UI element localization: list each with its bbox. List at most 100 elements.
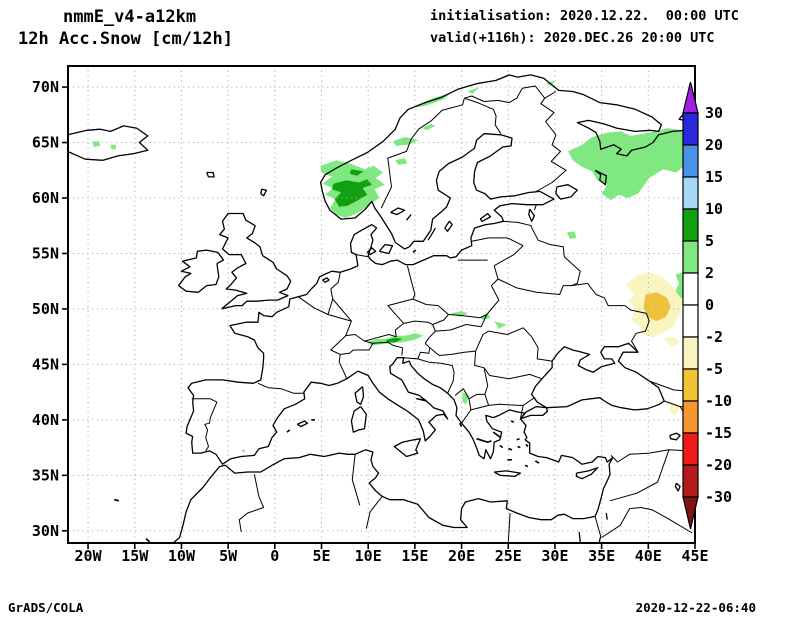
- country-border: [191, 398, 218, 452]
- country-border: [475, 330, 489, 352]
- lon-tick-label: 10W: [168, 547, 196, 565]
- coastline: [479, 212, 492, 222]
- country-border: [412, 298, 449, 315]
- colorbar-label: -15: [705, 424, 732, 442]
- lon-tick-label: 35E: [588, 547, 615, 565]
- snow-patch-dark-green: [349, 169, 364, 176]
- coastline: [605, 512, 608, 520]
- grads-credit: GrADS/COLA: [8, 600, 84, 615]
- colorbar-segment: [682, 272, 699, 306]
- coastline: [366, 247, 377, 256]
- colorbar-label: 10: [705, 200, 723, 218]
- country-border: [432, 314, 449, 325]
- coastline: [493, 470, 522, 478]
- country-border: [474, 351, 485, 369]
- country-border: [544, 91, 557, 99]
- colorbar-cap-bottom: [682, 496, 699, 530]
- island-speck: [508, 447, 513, 451]
- coastline: [669, 432, 681, 441]
- snow-patch-light-green: [494, 321, 507, 329]
- colorbar-label: -2: [705, 328, 723, 346]
- snow-patch-light-green: [568, 126, 695, 201]
- island-speck: [524, 464, 529, 468]
- lat-tick-label: 65N: [32, 134, 59, 152]
- country-border: [424, 342, 476, 356]
- country-border: [338, 354, 348, 379]
- country-border: [332, 298, 352, 336]
- coastline: [390, 207, 406, 216]
- lat-tick-label: 50N: [32, 300, 59, 318]
- country-border: [594, 516, 602, 537]
- colorbar-label: 15: [705, 168, 723, 186]
- country-border: [403, 320, 433, 325]
- snow-patch-gold: [643, 292, 671, 322]
- coastline: [296, 420, 309, 428]
- country-border: [403, 347, 431, 360]
- snow-patch-light-green: [110, 144, 117, 150]
- valid-time-label: valid(+116h): 2020.DEC.26 20:00 UTC: [430, 30, 715, 46]
- coastline: [674, 482, 681, 492]
- coastline: [530, 342, 665, 411]
- country-border: [424, 330, 436, 344]
- country-border: [327, 314, 352, 322]
- country-border: [464, 97, 502, 134]
- product-title: 12h Acc.Snow [cm/12h]: [18, 29, 233, 49]
- country-border: [365, 496, 383, 529]
- country-border: [636, 449, 670, 494]
- country-border: [488, 327, 532, 338]
- country-border: [609, 492, 638, 502]
- coastline: [206, 171, 215, 178]
- snow-patch-light-green: [92, 141, 101, 147]
- colorbar-label: 30: [705, 104, 723, 122]
- lat-tick-label: 30N: [32, 522, 59, 540]
- country-border: [471, 237, 524, 247]
- coastline: [354, 386, 365, 405]
- coastline: [172, 418, 614, 543]
- country-border: [464, 85, 546, 104]
- colorbar-segment: [682, 400, 699, 434]
- lon-tick-label: 5E: [312, 547, 330, 565]
- island-speck: [510, 420, 515, 423]
- country-border: [448, 314, 488, 319]
- lat-tick-label: 35N: [32, 466, 59, 484]
- country-border: [297, 272, 341, 315]
- island-speck: [145, 538, 151, 543]
- country-border: [387, 298, 414, 324]
- colorbar-label: 0: [705, 296, 714, 314]
- colorbar-label: -20: [705, 456, 732, 474]
- country-border: [372, 341, 403, 349]
- init-time-label: initialisation: 2020.12.22. 00:00 UTC: [430, 8, 739, 24]
- colorbar-label: 5: [705, 232, 714, 250]
- country-border: [364, 323, 405, 342]
- country-border: [257, 382, 305, 394]
- country-border: [432, 324, 436, 332]
- country-border: [483, 367, 543, 380]
- country-border: [507, 512, 511, 542]
- snow-patch-light-green: [392, 137, 419, 146]
- country-border: [435, 324, 482, 332]
- country-border: [454, 388, 470, 400]
- country-border: [534, 97, 567, 193]
- lat-tick-label: 60N: [32, 189, 59, 207]
- island-speck: [412, 249, 417, 254]
- coastline: [68, 125, 149, 161]
- country-border: [493, 245, 524, 267]
- country-border: [417, 358, 455, 394]
- country-border: [531, 336, 553, 362]
- colorbar-segment: [682, 432, 699, 466]
- island-speck: [476, 437, 492, 443]
- lon-tick-label: 25E: [495, 547, 522, 565]
- lat-tick-label: 45N: [32, 355, 59, 373]
- country-border: [483, 367, 489, 395]
- colorbar-segment: [682, 208, 699, 242]
- lat-tick-label: 70N: [32, 78, 59, 96]
- model-title: nmmE_v4-a12km: [63, 7, 197, 27]
- map-inner: [68, 66, 695, 543]
- island-speck: [534, 460, 540, 464]
- lon-tick-label: 10E: [355, 547, 382, 565]
- coastline: [444, 220, 453, 232]
- lon-tick-label: 20E: [448, 547, 475, 565]
- colorbar-label: -5: [705, 360, 723, 378]
